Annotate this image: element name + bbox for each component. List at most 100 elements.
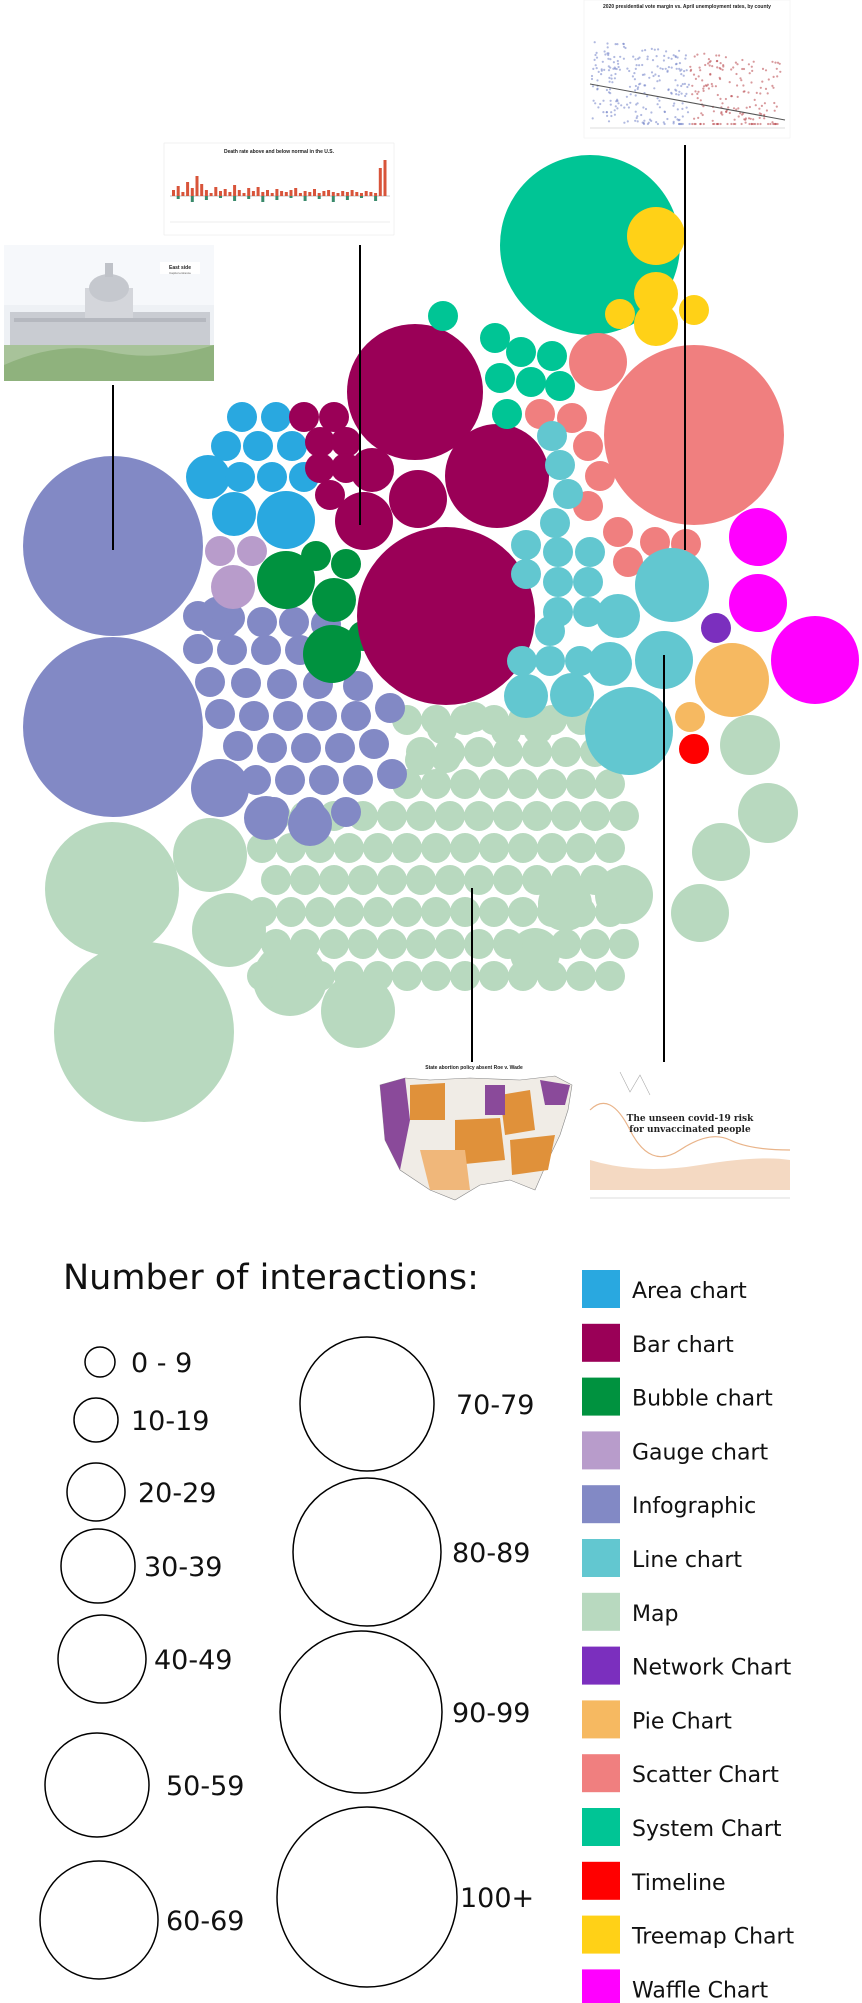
- scatter-thumb-point: [730, 122, 733, 126]
- scatter-thumb-point: [775, 67, 778, 70]
- scatter-thumb-point: [662, 121, 665, 124]
- scatter-thumb-point: [609, 58, 612, 61]
- scatter-thumb-point: [642, 106, 645, 109]
- scatter-thumb-point: [681, 107, 684, 110]
- size-legend-label: 60-69: [166, 1906, 244, 1937]
- bubble-map: [334, 833, 364, 863]
- scatter-thumb-point: [595, 56, 599, 59]
- scatter-thumb-point: [707, 58, 711, 61]
- scatter-thumb-point: [635, 64, 638, 67]
- scatter-thumb-point: [629, 101, 632, 104]
- size-legend-circle: [276, 1806, 458, 1988]
- legend-swatch-timeline: [582, 1861, 620, 1900]
- scatter-thumb-point: [610, 111, 613, 114]
- scatter-thumb-point: [701, 113, 704, 117]
- bubble-map: [566, 833, 596, 863]
- scatter-thumb-point: [758, 107, 761, 110]
- scatter-thumb-point: [707, 87, 711, 90]
- scatter-thumb-point: [753, 98, 756, 101]
- bubble-bar: [305, 427, 335, 457]
- bubble-map: [392, 961, 422, 991]
- bubble-line: [511, 559, 541, 589]
- scatter-thumb-point: [736, 63, 739, 66]
- scatter-thumb-point: [633, 72, 636, 75]
- bar-thumb-bar: [317, 193, 321, 196]
- scatter-thumb-point: [643, 119, 646, 122]
- scatter-thumb-point: [691, 84, 694, 87]
- scatter-thumb-point: [776, 75, 779, 78]
- bubble-map: [450, 833, 480, 863]
- scatter-thumb-point: [772, 86, 775, 89]
- bar-thumb-bar: [190, 188, 194, 196]
- scatter-thumb-point: [665, 50, 668, 53]
- scatter-thumb-point: [773, 109, 776, 112]
- size-legend-circle: [60, 1528, 136, 1604]
- bubble-line: [511, 530, 541, 560]
- bubble-area: [243, 431, 273, 461]
- scatter-thumb-point: [688, 122, 691, 126]
- legend-label-bar: Bar chart: [632, 1333, 734, 1358]
- scatter-thumb-point: [609, 99, 612, 102]
- bubble-map: [580, 865, 610, 895]
- bubble-bar: [350, 448, 394, 492]
- bubble-map: [566, 961, 596, 991]
- bar-thumb-bar: [336, 193, 340, 196]
- bar-thumb-bar: [355, 192, 359, 196]
- bubble-area: [257, 462, 287, 492]
- bubble-bubble: [331, 549, 361, 579]
- scatter-thumb-point: [764, 87, 768, 90]
- bar-thumb-bar: [294, 188, 298, 196]
- legend-label-scatter: Scatter Chart: [632, 1763, 779, 1788]
- scatter-thumb-point: [771, 60, 774, 63]
- scatter-thumb-point: [606, 42, 609, 45]
- scatter-thumb-point: [719, 97, 722, 100]
- bubble-pie: [675, 702, 705, 732]
- scatter-thumb-point: [755, 91, 758, 94]
- scatter-thumb-point: [749, 117, 752, 120]
- bubble-map: [595, 897, 625, 927]
- bubble-line: [635, 548, 709, 622]
- bubble-infographic: [343, 671, 373, 701]
- scatter-thumb-point: [652, 74, 655, 78]
- bubble-area: [211, 431, 241, 461]
- bubble-map: [421, 833, 451, 863]
- scatter-thumb-point: [601, 60, 604, 63]
- size-legend-circle: [299, 1336, 435, 1472]
- scatter-thumb-point: [666, 117, 669, 121]
- bubble-map: [319, 865, 349, 895]
- legend-swatch-treemap: [582, 1915, 620, 1954]
- scatter-thumb-point: [609, 103, 612, 106]
- bubble-line: [537, 421, 567, 451]
- scatter-thumb-point: [672, 104, 675, 107]
- bar-thumb-bar: [345, 192, 349, 196]
- scatter-thumb-point: [592, 99, 595, 102]
- scatter-thumb-point: [642, 122, 646, 126]
- bubble-map: [421, 897, 451, 927]
- scatter-thumb-point: [736, 95, 739, 98]
- scatter-thumb-point: [636, 115, 639, 118]
- bubble-map: [522, 929, 552, 959]
- scatter-thumb-point: [616, 43, 619, 46]
- bubble-map: [738, 783, 798, 843]
- bar-thumb-bar: [172, 190, 175, 196]
- bubble-map: [595, 769, 625, 799]
- scatter-thumb-point: [667, 66, 671, 69]
- scatter-thumb-point: [670, 57, 673, 60]
- bubble-map: [692, 823, 750, 881]
- bubble-infographic: [307, 701, 337, 731]
- scatter-thumb-point: [596, 79, 599, 82]
- legend-swatch-waffle: [582, 1969, 620, 2003]
- bubble-infographic: [215, 603, 245, 633]
- scatter-thumb-point: [673, 102, 676, 105]
- bubble-map: [348, 865, 378, 895]
- bubble-line: [553, 479, 583, 509]
- bubble-map: [609, 865, 639, 895]
- scatter-thumb-point: [655, 121, 658, 124]
- scatter-thumb-point: [657, 74, 660, 78]
- scatter-thumb-point: [773, 101, 776, 105]
- scatter-thumb-point: [676, 118, 679, 121]
- bubble-map: [479, 769, 509, 799]
- bubble-map: [392, 833, 422, 863]
- bubble-map: [523, 714, 553, 744]
- size-legend-circle: [73, 1397, 119, 1443]
